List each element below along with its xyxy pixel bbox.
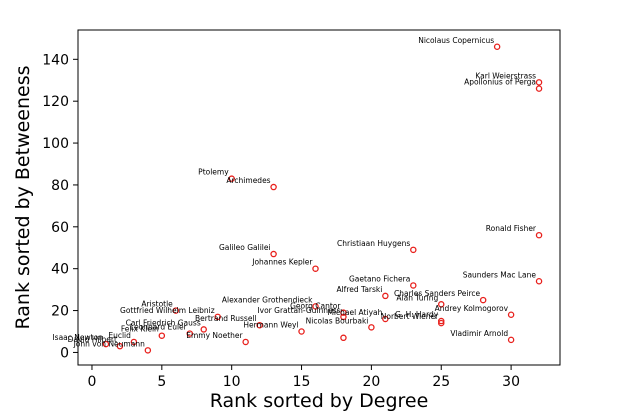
data-point (270, 183, 277, 191)
point-label: Karl Weierstrass (475, 71, 536, 80)
data-point (256, 321, 263, 329)
data-point (340, 334, 347, 342)
y-tick-label: 80 (51, 178, 69, 194)
plot-area (77, 29, 561, 366)
x-tick-label: 0 (88, 374, 97, 390)
point-label: Apollonius of Perga (464, 78, 536, 87)
data-point (242, 338, 249, 346)
data-point (507, 336, 515, 344)
y-tick-label: 40 (51, 262, 69, 278)
data-point (158, 332, 166, 339)
y-tick-label: 100 (42, 136, 69, 152)
data-point (368, 324, 375, 331)
data-point (144, 347, 152, 354)
point-label: Christiaan Huygens (337, 239, 410, 248)
data-point (102, 340, 110, 348)
data-point (340, 309, 347, 316)
data-point (382, 292, 389, 300)
data-point (535, 231, 543, 239)
y-axis-label: Rank sorted by Betweeness (12, 65, 34, 329)
data-point (493, 43, 501, 51)
point-label: Ivor Grattan-Guinness (257, 306, 340, 315)
data-point (186, 330, 194, 337)
point-label: Gaetano Fichera (349, 274, 410, 283)
data-point (200, 326, 207, 333)
data-point (437, 317, 445, 325)
point-labels-layer: Nicolaus Copernicus Karl WeierstrassApoll… (52, 36, 536, 349)
point-label: Georg Cantor (290, 302, 341, 311)
y-tick-label: 60 (51, 220, 69, 236)
data-point (437, 319, 445, 327)
data-point (312, 303, 319, 310)
x-axis: 0 5 10 15 20 25 30 (88, 365, 520, 390)
data-point (437, 301, 445, 308)
data-point (535, 277, 543, 285)
point-label: Alexander Grothendieck (222, 295, 313, 304)
points-layer (102, 43, 543, 354)
data-point (410, 282, 417, 289)
x-tick-label: 30 (502, 374, 520, 390)
point-label: Hermann Weyl (243, 321, 298, 330)
point-label: Michael Atiyah (327, 308, 382, 317)
data-point (535, 85, 543, 92)
data-point (507, 311, 515, 318)
data-point (479, 296, 487, 304)
data-point (298, 328, 305, 335)
point-label: Nicolaus Copernicus (418, 36, 494, 45)
point-label: Bertrand Russell (195, 314, 257, 323)
point-label: Alan Turing (396, 293, 438, 302)
point-label: Leonhard Euler (130, 323, 188, 332)
point-label: Alfred Tarski (336, 285, 382, 294)
x-tick-label: 25 (432, 374, 450, 390)
x-axis-label: Rank sorted by Degree (210, 390, 429, 412)
point-label: Carl Friedrich Gauss (126, 318, 201, 327)
point-label: Norbert Wiener (381, 312, 439, 321)
point-label: Vladimir Arnold (450, 329, 508, 338)
data-point (270, 250, 277, 258)
y-tick-label: 0 (60, 345, 69, 361)
y-tick-label: 120 (42, 94, 69, 110)
point-label: Gottfried Wilhelm Leibniz (120, 306, 215, 315)
point-label: Nicolas Bourbaki (306, 316, 369, 325)
point-label: Ronald Fisher (486, 224, 537, 233)
data-point (312, 265, 319, 272)
x-tick-label: 15 (293, 374, 311, 390)
point-label: Aristotle (141, 300, 173, 309)
data-point (410, 246, 417, 254)
point-label: David Hilbert (68, 335, 117, 344)
x-tick-label: 10 (223, 374, 241, 390)
point-label: Andrey Kolmogorov (435, 304, 509, 313)
data-point (382, 315, 389, 323)
x-tick-label: 5 (157, 374, 166, 390)
point-label: Charles Sanders Peirce (394, 289, 481, 298)
point-label: John von Neumann (73, 339, 145, 348)
point-label: Galileo Galilei (219, 243, 271, 252)
point-label: Emmy Noether (186, 331, 243, 340)
data-point (228, 175, 235, 182)
point-label: Saunders Mac Lane (463, 270, 537, 279)
data-point (172, 307, 180, 314)
y-tick-label: 20 (51, 304, 69, 320)
y-tick-label: 140 (42, 52, 69, 68)
x-tick-label: 20 (362, 374, 380, 390)
data-point (535, 79, 543, 86)
point-label: G. H. Hardy (395, 310, 439, 319)
plot-frame (77, 29, 561, 366)
data-point (340, 313, 347, 321)
point-label: Archimedes (226, 176, 270, 185)
data-point (116, 342, 124, 350)
point-label: Johannes Kepler (251, 258, 313, 267)
data-point (214, 313, 221, 321)
point-label: Euclid (108, 331, 131, 340)
y-axis: 0 20 40 60 80 100 120 140 (42, 52, 78, 361)
point-label: Ptolemy (198, 168, 229, 177)
point-label: Isaac Newton (52, 333, 103, 342)
data-point (130, 338, 138, 346)
point-label: Felix Klein (121, 325, 159, 334)
